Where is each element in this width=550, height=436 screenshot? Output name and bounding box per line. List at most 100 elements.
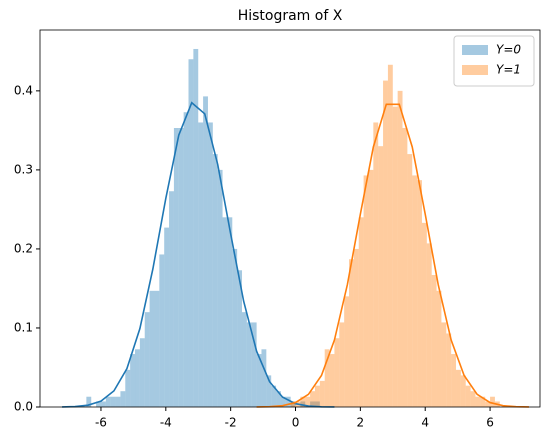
histogram-bar [451, 354, 457, 407]
histogram-bar [402, 128, 408, 407]
histogram-bar [276, 391, 281, 407]
legend: Y=0Y=1 [453, 35, 535, 87]
histogram-bar [378, 146, 384, 408]
histogram-bar [164, 227, 170, 407]
histogram-bar [139, 338, 145, 407]
histogram-bar [188, 59, 194, 407]
histogram-bar [135, 349, 140, 407]
histogram-bar [383, 80, 388, 407]
histogram-bar [120, 391, 126, 407]
histogram-bar [353, 248, 359, 407]
histogram-bar [237, 270, 243, 407]
histogram-bar [465, 385, 471, 407]
y-tick-label: 0.4 [14, 83, 33, 97]
histogram-bar [96, 401, 101, 407]
x-tick-label: -6 [95, 416, 107, 430]
histogram-bar [169, 191, 174, 407]
histogram-bar [173, 128, 179, 407]
histogram-bar [305, 396, 311, 407]
histogram-bar [203, 96, 208, 407]
histogram-bar [246, 322, 252, 407]
histogram-bar [363, 175, 369, 407]
histogram-bar [271, 385, 277, 407]
histogram-bar [207, 122, 213, 408]
histogram-bar [480, 396, 486, 407]
histogram-bar [290, 401, 296, 407]
histogram-bar [227, 217, 233, 407]
y-tick-label: 0.2 [14, 241, 33, 255]
histogram-bar [412, 175, 418, 407]
x-tick-label: 4 [421, 416, 429, 430]
histogram-bar [314, 385, 320, 407]
histogram-bar [334, 338, 340, 407]
histogram-bar [130, 354, 136, 407]
histogram-bar [212, 154, 218, 407]
histogram-bar [280, 396, 286, 407]
histogram-bar [329, 354, 335, 407]
histogram-bar [358, 217, 364, 407]
plot-frame [39, 29, 541, 408]
kde-line [62, 101, 335, 408]
histogram-bar [290, 401, 296, 407]
histogram-bar [470, 391, 476, 407]
histogram-bar [300, 396, 306, 407]
histogram-bar [460, 375, 466, 407]
x-tick-label: -4 [160, 416, 172, 430]
histogram-bar [397, 90, 403, 407]
histogram-bar [222, 217, 228, 407]
histogram-bar [349, 259, 354, 407]
histogram-bar [456, 369, 461, 407]
x-tick-label: 6 [486, 416, 494, 430]
histogram-bar [193, 48, 199, 407]
histogram-bar [368, 169, 374, 407]
histogram-bar [154, 290, 160, 407]
legend-swatch [462, 45, 488, 55]
histogram-bar [485, 401, 491, 407]
histogram-bar [149, 290, 155, 407]
histogram-bar [417, 180, 422, 407]
histogram-bar [100, 401, 106, 407]
histogram-bar [266, 375, 272, 407]
histogram-bar [251, 322, 257, 407]
histogram-bar [475, 396, 481, 407]
histogram-bar [310, 391, 315, 407]
x-tick-label: -2 [225, 416, 237, 430]
histogram-bar [446, 333, 452, 407]
histogram-bar [217, 169, 223, 407]
histogram-bar [310, 401, 315, 407]
histogram-bar [144, 312, 150, 407]
histogram-bar [159, 254, 165, 407]
histogram-bar [324, 349, 330, 407]
histogram-bar [431, 275, 437, 407]
histogram-bar [110, 396, 116, 407]
histogram-bar [232, 248, 238, 407]
histogram-bar [178, 128, 184, 407]
histogram-bar [426, 243, 432, 407]
histogram-bar [490, 396, 495, 407]
chart-title: Histogram of X [238, 8, 343, 24]
histogram-bar [256, 354, 262, 407]
histogram-bar [261, 349, 267, 407]
histogram-bar [125, 369, 131, 407]
kde-line [256, 103, 529, 408]
histogram-bar [115, 396, 121, 407]
y-tick-label: 0.0 [14, 400, 33, 414]
histogram-bar [441, 322, 447, 407]
histogram-bar [314, 401, 320, 407]
histogram-bar [387, 64, 393, 407]
histogram-bar [373, 122, 379, 408]
histogram-bar [285, 396, 291, 407]
legend-label: Y=0 [496, 43, 521, 57]
histogram-bar [421, 222, 427, 407]
histogram-bar [105, 396, 111, 407]
y-tick-label: 0.1 [14, 320, 33, 334]
histogram-bar [344, 296, 350, 407]
x-tick-label: 0 [292, 416, 300, 430]
histogram-bar [339, 322, 345, 407]
legend-swatch [462, 65, 488, 75]
histogram-bar [319, 380, 325, 407]
histogram-bar [86, 396, 92, 407]
histogram-bar [198, 122, 204, 408]
histogram-bar [436, 290, 442, 407]
legend-label: Y=1 [496, 63, 521, 77]
